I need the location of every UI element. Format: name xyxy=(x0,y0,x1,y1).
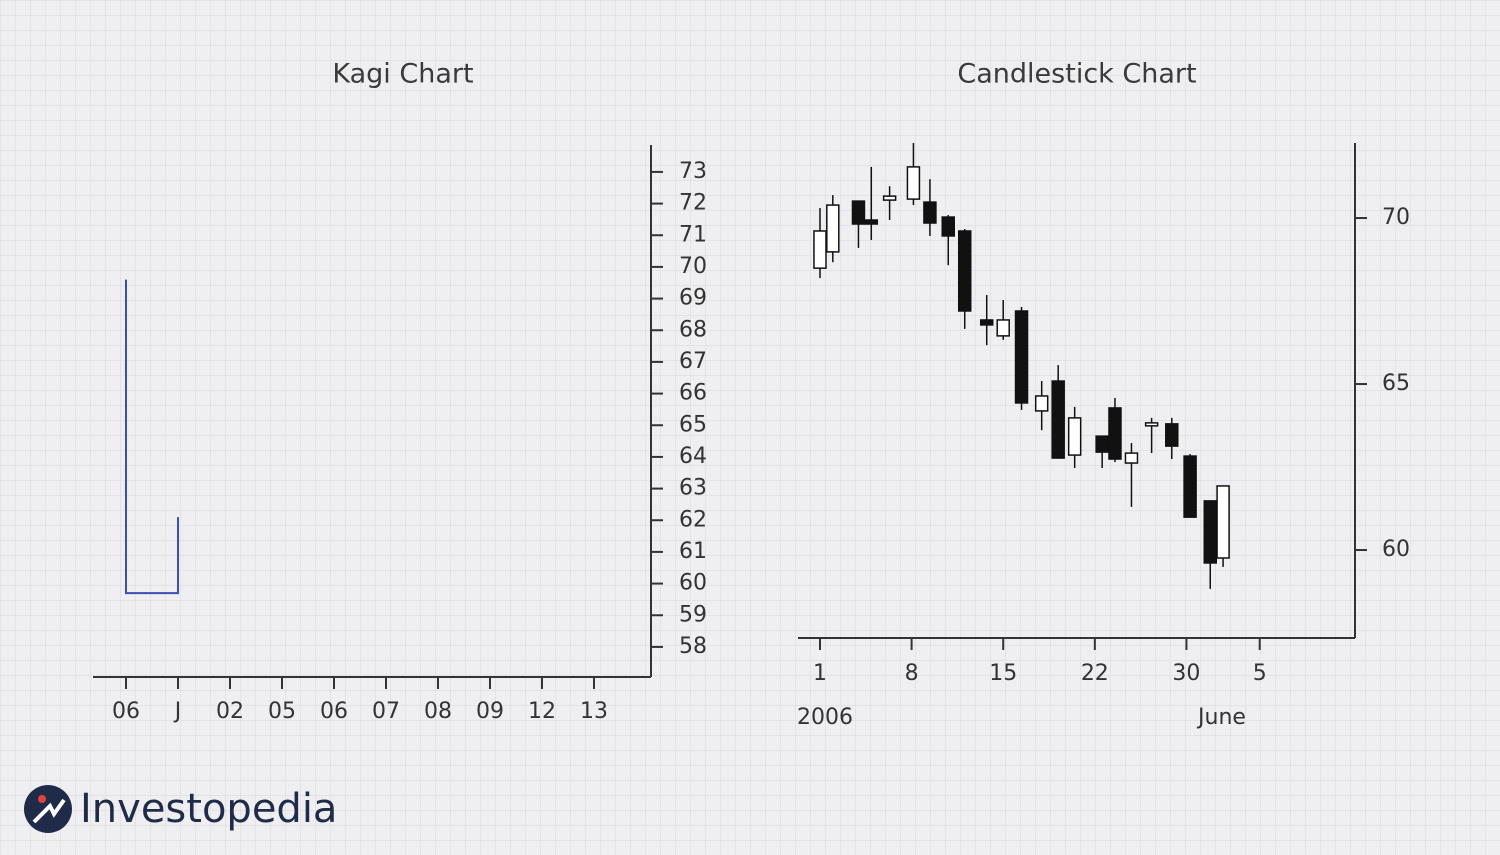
candle-body xyxy=(906,166,921,200)
candle-body xyxy=(882,195,897,201)
x-tick-label: 15 xyxy=(989,661,1017,686)
y-tick-label: 58 xyxy=(679,634,707,659)
x-tick-label: J xyxy=(173,699,182,724)
annotation: 2006 xyxy=(797,705,853,730)
chart-title: Candlestick Chart xyxy=(957,59,1196,90)
x-tick-label: 06 xyxy=(320,699,348,724)
y-tick-label: 70 xyxy=(679,254,707,279)
candle-body xyxy=(813,230,827,269)
y-tick-label: 71 xyxy=(679,222,707,247)
logo-text: Investopedia xyxy=(80,786,337,832)
candle-body xyxy=(826,204,840,253)
candle-body xyxy=(1034,395,1049,412)
candle-body xyxy=(1165,423,1179,447)
y-tick-label: 67 xyxy=(679,349,707,374)
candle-body xyxy=(1203,500,1218,564)
x-tick-label: 07 xyxy=(372,699,400,724)
candle-body xyxy=(1108,407,1122,460)
x-tick-label: 8 xyxy=(905,661,919,686)
x-tick-label: 22 xyxy=(1081,661,1109,686)
candle-body xyxy=(851,200,866,225)
x-tick-label: 08 xyxy=(424,699,452,724)
candle-body xyxy=(979,319,994,326)
candle-body xyxy=(1095,435,1109,453)
y-tick-label: 59 xyxy=(679,602,707,627)
y-tick-label: 63 xyxy=(679,476,707,501)
y-tick-label: 68 xyxy=(679,317,707,342)
y-tick-label: 72 xyxy=(679,191,707,216)
x-tick-label: 13 xyxy=(580,699,608,724)
candle-body xyxy=(1014,310,1029,404)
y-tick-label: 65 xyxy=(679,412,707,437)
chart-title: Kagi Chart xyxy=(332,59,473,90)
y-tick-label: 69 xyxy=(679,286,707,311)
x-tick-label: 5 xyxy=(1253,661,1267,686)
candle-body xyxy=(864,219,879,225)
candle-body xyxy=(996,319,1010,337)
x-tick-label: 09 xyxy=(476,699,504,724)
candle-body xyxy=(941,216,955,237)
annotation: June xyxy=(1196,705,1246,730)
x-tick-label: 02 xyxy=(216,699,244,724)
y-tick-label: 62 xyxy=(679,507,707,532)
kagi-line xyxy=(125,279,179,595)
x-tick-label: 1 xyxy=(813,661,827,686)
x-tick-label: 06 xyxy=(112,699,140,724)
candle-body xyxy=(1051,380,1065,459)
y-tick-label: 60 xyxy=(679,571,707,596)
logo-dot xyxy=(38,795,46,803)
x-tick-label: 30 xyxy=(1172,661,1200,686)
candle-body xyxy=(1144,422,1159,427)
y-tick-label: 66 xyxy=(679,381,707,406)
x-tick-label: 12 xyxy=(528,699,556,724)
y-tick-label: 73 xyxy=(679,159,707,184)
y-tick-label: 60 xyxy=(1382,537,1410,562)
y-tick-label: 64 xyxy=(679,444,707,469)
candle-body xyxy=(1124,452,1139,464)
candle-body xyxy=(1216,485,1230,559)
x-tick-label: 05 xyxy=(268,699,296,724)
y-tick-label: 70 xyxy=(1382,205,1410,230)
candle-body xyxy=(923,201,937,224)
logo: Investopedia xyxy=(24,785,337,833)
candle-body xyxy=(957,230,972,312)
y-tick-label: 61 xyxy=(679,539,707,564)
logo-mark xyxy=(32,798,66,824)
candle-body xyxy=(1183,455,1197,518)
candle-body xyxy=(1067,417,1082,456)
y-tick-label: 65 xyxy=(1382,371,1410,396)
